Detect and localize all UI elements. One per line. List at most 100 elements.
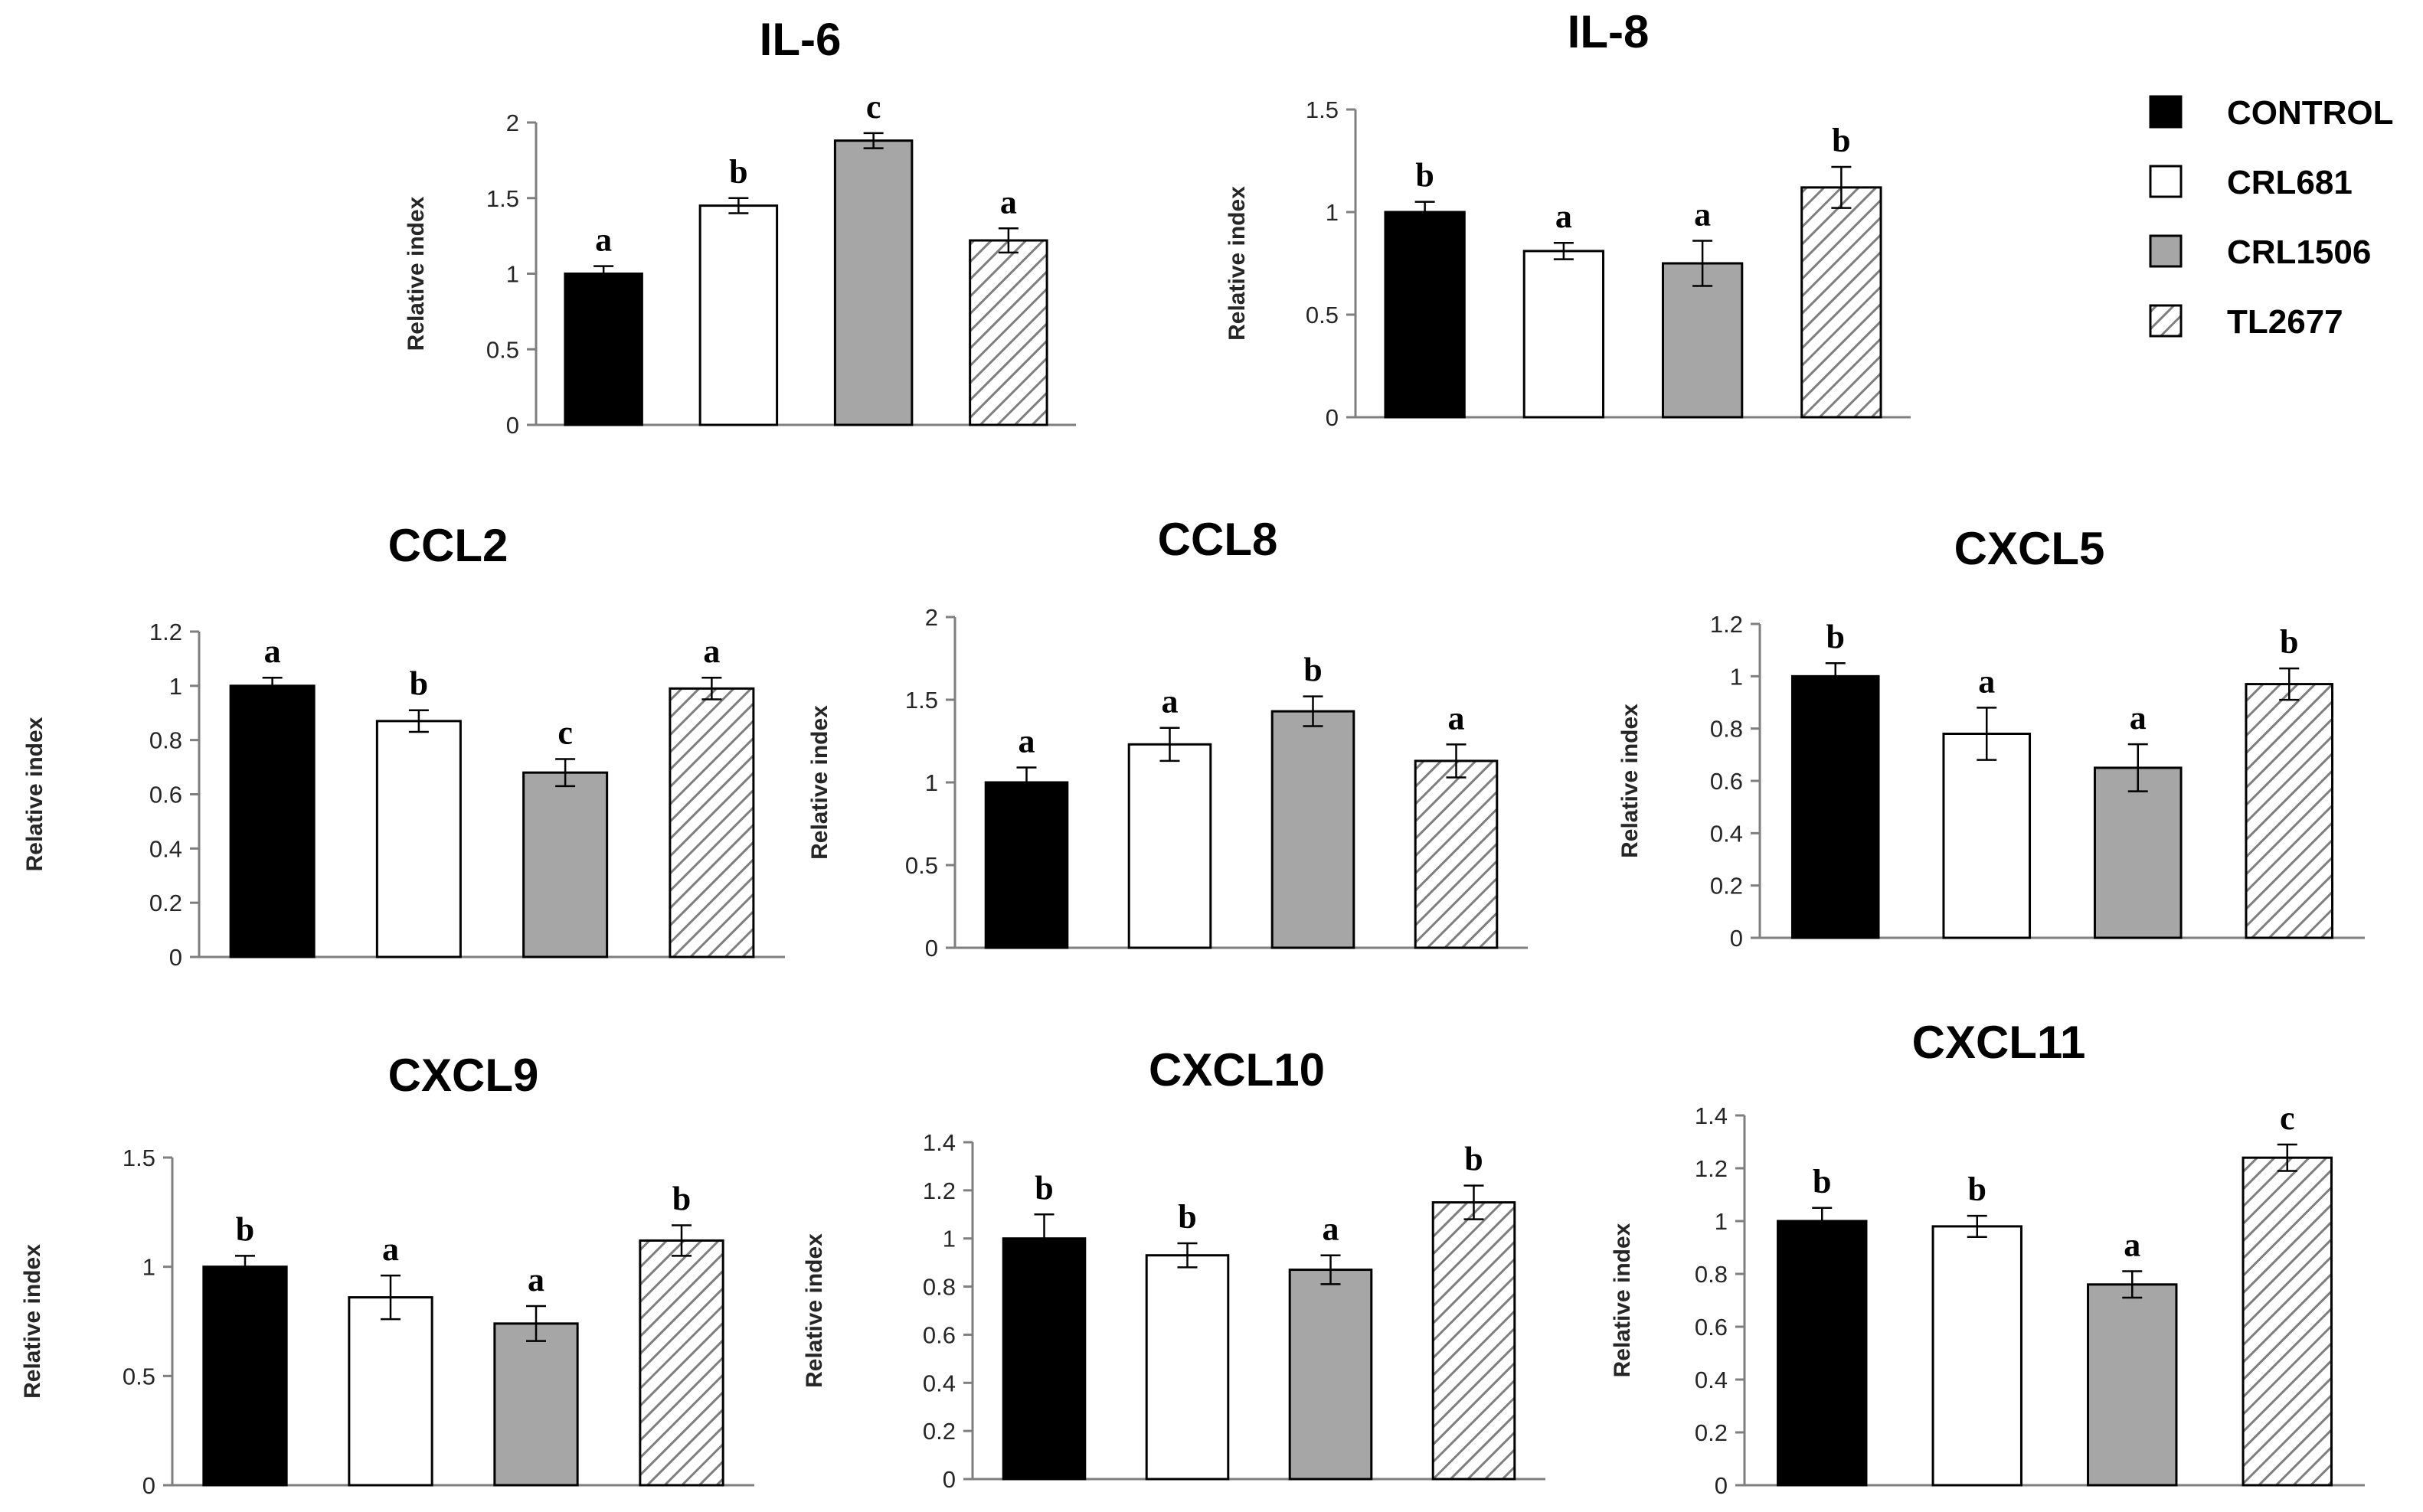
significance-letter: a (2124, 1226, 2140, 1264)
panel-cxcl9: CXCL9 Relative index 0 0.5 1 1.5 b a a b (20, 1050, 754, 1499)
y-tick-label: 0.2 (923, 1418, 956, 1445)
panel-title: CCL8 (1158, 514, 1278, 565)
significance-letter: b (1826, 618, 1845, 655)
y-tick-label: 0.8 (149, 727, 182, 754)
y-tick-label: 1.5 (1306, 96, 1339, 123)
chart-panels: IL-6 Relative index 0 0.5 1 1.5 2 a b c a IL-8 Relat… (20, 6, 2365, 1499)
significance-letter: a (528, 1261, 544, 1298)
bar-crl1506 (493, 1322, 579, 1487)
y-axis-label: Relative index (807, 705, 832, 860)
significance-letter: a (1978, 662, 1995, 700)
y-tick-label: 0.2 (149, 890, 182, 916)
significance-letter: a (703, 632, 720, 670)
bar-control (1384, 211, 1466, 419)
bar-control (564, 273, 643, 426)
bar-tl2677 (639, 1239, 724, 1487)
panel-title: IL-8 (1568, 6, 1650, 57)
y-axis-label: Relative index (1225, 186, 1250, 341)
panel-title: CCL2 (388, 520, 508, 571)
bar-crl681 (348, 1296, 433, 1487)
y-tick-label: 0 (925, 935, 938, 962)
y-tick-label: 1 (506, 261, 519, 288)
significance-letter: b (729, 153, 747, 191)
y-tick-label: 1 (1326, 199, 1339, 226)
significance-letter: a (1448, 699, 1465, 736)
y-tick-label: 0.5 (123, 1363, 155, 1390)
significance-letter: b (672, 1180, 691, 1217)
significance-letter: b (1178, 1198, 1196, 1236)
bar-control (202, 1265, 288, 1487)
y-tick-label: 1.2 (923, 1177, 956, 1204)
y-tick-label: 0.6 (149, 782, 182, 808)
bar-crl1506 (2087, 1283, 2178, 1487)
y-axis-label: Relative index (1617, 704, 1643, 858)
y-tick-label: 0 (1326, 404, 1339, 431)
y-tick-label: 0 (142, 1472, 155, 1499)
y-tick-label: 0.6 (1695, 1314, 1728, 1341)
y-tick-label: 0.8 (1695, 1261, 1728, 1288)
legend-item-control: CONTROL (2149, 94, 2394, 132)
legend-swatch (2149, 234, 2183, 268)
legend: CONTROL CRL681 CRL1506 TL2677 (2149, 94, 2394, 341)
y-tick-label: 1 (1715, 1208, 1728, 1235)
y-tick-label: 1 (1730, 663, 1743, 690)
panel-title: CXCL9 (388, 1050, 539, 1101)
panel-il-6: IL-6 Relative index 0 0.5 1 1.5 2 a b c a (404, 14, 1076, 439)
significance-letter: c (558, 714, 573, 751)
y-tick-label: 0.5 (486, 336, 519, 363)
y-tick-label: 0 (943, 1466, 956, 1493)
significance-letter: a (1000, 183, 1017, 220)
y-axis-label: Relative index (404, 196, 429, 351)
bar-crl681 (375, 720, 462, 958)
bar-tl2677 (2245, 683, 2334, 939)
y-tick-label: 0.6 (1710, 768, 1743, 795)
significance-letter: a (595, 221, 612, 259)
y-tick-label: 0.8 (1710, 716, 1743, 743)
y-tick-label: 0.4 (923, 1370, 956, 1396)
significance-letter: b (1464, 1141, 1483, 1178)
y-tick-label: 0.4 (149, 835, 182, 862)
significance-letter: a (1019, 723, 1035, 760)
bar-crl681 (1522, 250, 1605, 419)
significance-letter: b (1813, 1163, 1831, 1200)
y-tick-label: 2 (506, 109, 519, 136)
panel-cxcl10: CXCL10 Relative index 0 0.2 0.4 0.6 0.8 1 1.2 1.4… (802, 1044, 1545, 1493)
bar-tl2677 (1431, 1201, 1516, 1481)
y-tick-label: 1 (943, 1226, 956, 1252)
y-tick-label: 0 (506, 412, 519, 439)
bar-crl1506 (1288, 1269, 1373, 1481)
y-axis-label: Relative index (802, 1233, 827, 1388)
y-tick-label: 0.4 (1695, 1367, 1728, 1393)
significance-letter: a (1555, 198, 1572, 235)
y-axis-label: Relative index (22, 717, 47, 871)
y-tick-label: 1.5 (905, 687, 938, 714)
bar-crl1506 (1661, 262, 1744, 419)
bar-crl681 (1931, 1225, 2022, 1487)
y-tick-label: 1.2 (1695, 1155, 1728, 1182)
significance-letter: a (1694, 196, 1711, 233)
y-tick-label: 0 (1730, 925, 1743, 952)
y-tick-label: 1.2 (1710, 611, 1743, 638)
bar-tl2677 (2242, 1156, 2333, 1487)
y-tick-label: 1.2 (149, 619, 182, 645)
legend-swatch (2149, 95, 2183, 129)
significance-letter: b (2280, 623, 2298, 661)
bar-control (1002, 1237, 1087, 1481)
y-tick-label: 0.6 (923, 1321, 956, 1348)
panel-cxcl5: CXCL5 Relative index 0 0.2 0.4 0.6 0.8 1 1.2 b a a b (1617, 523, 2365, 952)
y-tick-label: 1.5 (486, 185, 519, 212)
legend-item-tl2677: TL2677 (2149, 303, 2343, 341)
significance-letter: b (1415, 157, 1434, 194)
significance-letter: c (2280, 1099, 2295, 1137)
bar-control (229, 684, 316, 958)
y-tick-label: 0.5 (905, 852, 938, 879)
bar-control (1777, 1220, 1868, 1487)
y-tick-label: 0.5 (1306, 302, 1339, 328)
significance-letter: b (1303, 651, 1322, 689)
y-axis-label: Relative index (1610, 1223, 1635, 1377)
significance-letter: c (866, 88, 881, 126)
significance-letter: a (1323, 1210, 1339, 1248)
y-tick-label: 0.4 (1710, 820, 1743, 847)
legend-label: CONTROL (2227, 94, 2394, 132)
